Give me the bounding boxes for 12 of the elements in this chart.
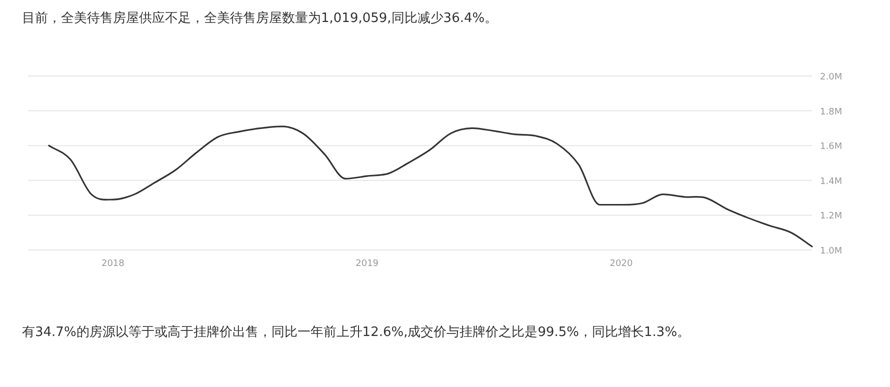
- y-tick-label: 1.8M: [820, 107, 842, 118]
- y-tick-label: 1.4M: [820, 176, 842, 187]
- line-series: [48, 126, 813, 248]
- y-tick-label: 1.2M: [820, 212, 842, 222]
- x-tick-label: 2020: [610, 259, 633, 269]
- x-tick-label: 2019: [356, 259, 379, 269]
- y-tick-label: 1.0M: [820, 246, 842, 256]
- y-tick-label: 2.0M: [820, 72, 842, 82]
- y-tick-label: 1.6M: [820, 142, 842, 152]
- text: 有34.7%的房源以等于或高于挂牌价出售，同比一年前上升12.6%,成交价与挂牌价之比是99.5%，同比增长1.3%。: [22, 324, 690, 340]
- chart-title: 目前，全美待售房屋供应不足，全美待售房屋数量为1,019,059,同比减少36.4%。: [22, 10, 498, 26]
- x-tick-label: 2018: [101, 259, 125, 269]
